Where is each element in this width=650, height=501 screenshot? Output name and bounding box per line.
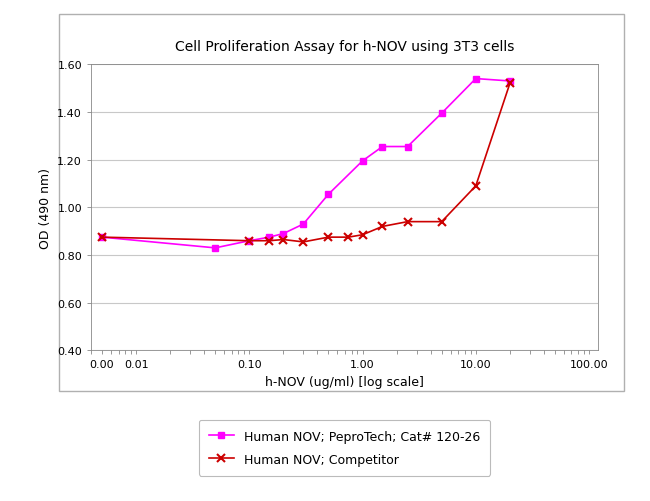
Human NOV; PeproTech; Cat# 120-26	[300, 221, 307, 227]
Line: Human NOV; Competitor: Human NOV; Competitor	[98, 80, 514, 246]
Human NOV; Competitor	[98, 234, 106, 240]
Human NOV; PeproTech; Cat# 120-26	[404, 144, 411, 150]
Human NOV; Competitor	[472, 183, 480, 189]
Human NOV; PeproTech; Cat# 120-26	[98, 234, 106, 240]
Human NOV; PeproTech; Cat# 120-26	[324, 192, 332, 198]
Human NOV; PeproTech; Cat# 120-26	[280, 231, 287, 237]
Human NOV; Competitor	[300, 239, 307, 245]
Human NOV; Competitor	[265, 238, 273, 244]
Human NOV; Competitor	[378, 224, 386, 230]
Human NOV; Competitor	[404, 219, 411, 225]
Human NOV; Competitor	[438, 219, 446, 225]
Human NOV; Competitor	[344, 234, 352, 240]
Y-axis label: OD (490 nm): OD (490 nm)	[38, 167, 51, 248]
Legend: Human NOV; PeproTech; Cat# 120-26, Human NOV; Competitor: Human NOV; PeproTech; Cat# 120-26, Human…	[199, 420, 490, 475]
Human NOV; Competitor	[324, 234, 332, 240]
Human NOV; Competitor	[506, 81, 514, 87]
Human NOV; Competitor	[280, 237, 287, 243]
Human NOV; PeproTech; Cat# 120-26	[265, 234, 273, 240]
Human NOV; PeproTech; Cat# 120-26	[438, 111, 446, 117]
Human NOV; PeproTech; Cat# 120-26	[378, 144, 386, 150]
Human NOV; PeproTech; Cat# 120-26	[359, 158, 367, 164]
Title: Cell Proliferation Assay for h-NOV using 3T3 cells: Cell Proliferation Assay for h-NOV using…	[175, 40, 514, 54]
Human NOV; Competitor	[359, 232, 367, 238]
Human NOV; PeproTech; Cat# 120-26	[472, 77, 480, 83]
Line: Human NOV; PeproTech; Cat# 120-26: Human NOV; PeproTech; Cat# 120-26	[99, 76, 514, 252]
Human NOV; Competitor	[246, 238, 254, 244]
X-axis label: h-NOV (ug/ml) [log scale]: h-NOV (ug/ml) [log scale]	[265, 375, 424, 388]
Human NOV; PeproTech; Cat# 120-26	[211, 245, 219, 252]
Human NOV; PeproTech; Cat# 120-26	[246, 238, 254, 244]
Human NOV; PeproTech; Cat# 120-26	[506, 79, 514, 85]
